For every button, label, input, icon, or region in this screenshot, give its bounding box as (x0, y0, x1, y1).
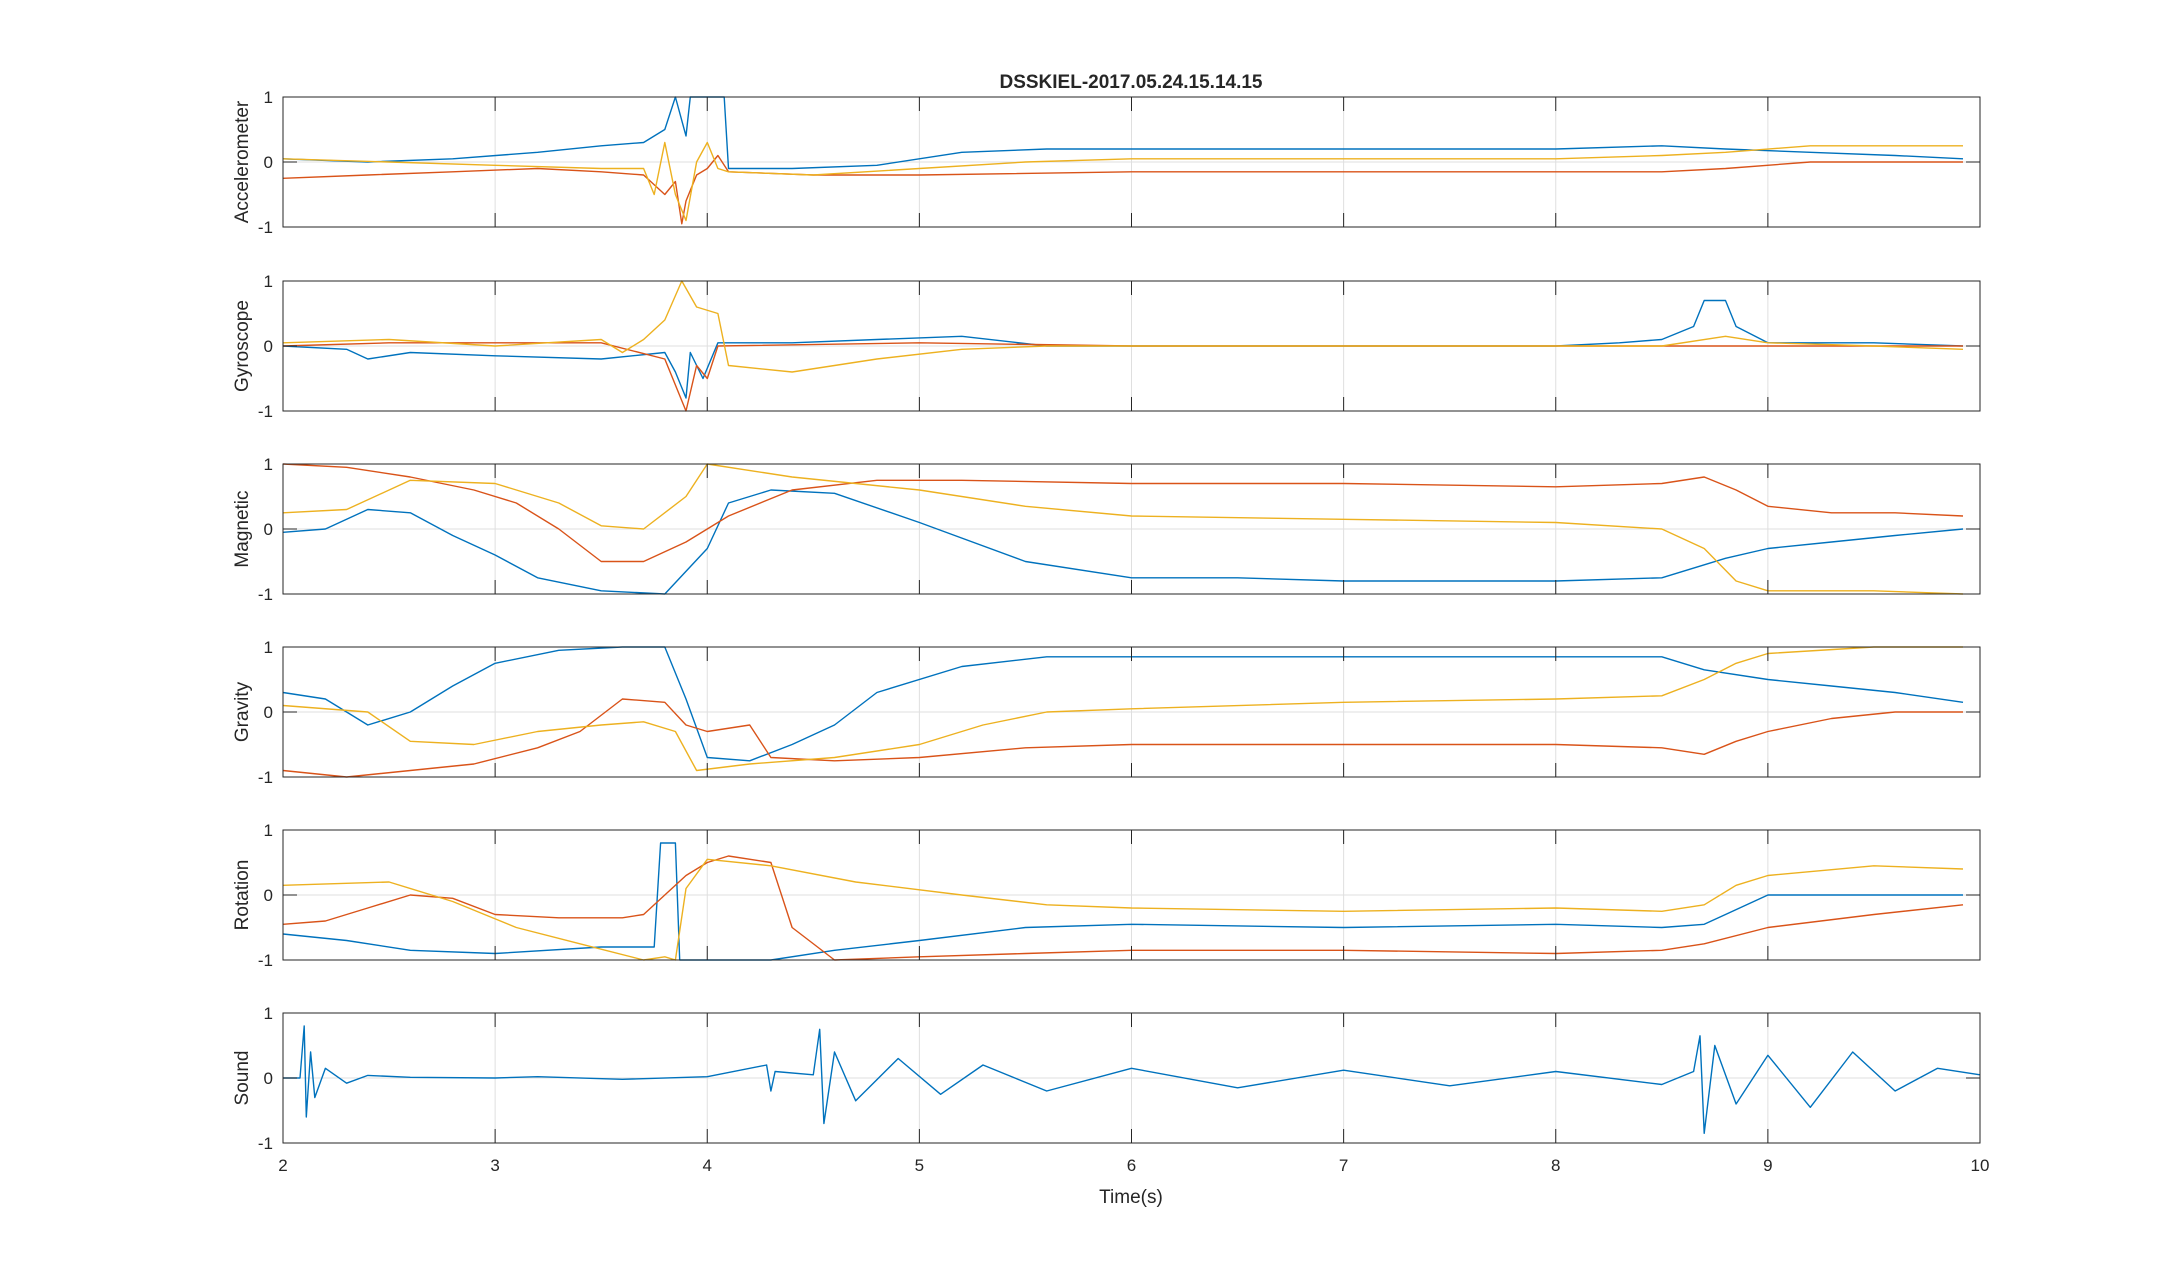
series-line-3 (282, 463, 1964, 595)
y-tick-label: 1 (264, 1004, 273, 1023)
x-tick-label: 10 (1971, 1156, 1990, 1175)
y-tick-label: 0 (264, 1069, 273, 1088)
y-tick-label: -1 (258, 768, 273, 787)
y-axis-label: Magnetic (232, 490, 253, 567)
y-tick-label: 1 (264, 88, 273, 107)
y-axis-label: Sound (232, 1051, 253, 1106)
y-tick-label: 1 (264, 272, 273, 291)
x-axis-label: Time(s) (1099, 1187, 1163, 1208)
y-tick-label: 0 (264, 520, 273, 539)
y-tick-label: -1 (258, 1134, 273, 1153)
x-tick-label: 8 (1551, 1156, 1560, 1175)
y-axis-label: Accelerometer (232, 100, 253, 223)
y-tick-label: 1 (264, 455, 273, 474)
series-line-1 (283, 1025, 1981, 1134)
y-tick-label: 0 (264, 886, 273, 905)
subplot-gravity: -1 0 1 Gravity (232, 638, 1981, 787)
y-tick-label: 0 (264, 337, 273, 356)
y-tick-label: 1 (264, 638, 273, 657)
x-tick-label: 6 (1127, 1156, 1136, 1175)
x-tick-label: 4 (703, 1156, 712, 1175)
series-line-2 (282, 855, 1964, 961)
y-tick-label: -1 (258, 402, 273, 421)
x-tick-label: 5 (915, 1156, 924, 1175)
series-line-1 (282, 489, 1964, 595)
y-axis-label: Rotation (232, 860, 253, 931)
series-line-2 (282, 342, 1963, 412)
x-tick-label: 2 (278, 1156, 287, 1175)
y-tick-label: -1 (258, 585, 273, 604)
y-axis-label: Gyroscope (232, 300, 253, 392)
subplot-sound: -1 0 1 Sound 2 3 4 5 6 7 8 9 10 (232, 1004, 1989, 1175)
series-line-2 (282, 463, 1964, 563)
y-tick-label: -1 (258, 218, 273, 237)
figure-title: DSSKIEL-2017.05.24.15.14.15 (999, 72, 1262, 93)
series-line-3 (282, 280, 1964, 373)
y-tick-label: 0 (264, 703, 273, 722)
x-tick-label: 9 (1763, 1156, 1772, 1175)
series-line-3 (282, 141, 1963, 222)
series-line-1 (282, 646, 1964, 762)
x-tick-label: 3 (490, 1156, 499, 1175)
y-tick-label: 1 (264, 821, 273, 840)
subplot-accelerometer: -1 0 1 Accelerometer (232, 88, 1981, 237)
series-line-2 (282, 154, 1963, 225)
y-axis-label: Gravity (232, 681, 253, 742)
subplot-rotation: -1 0 1 Rotation (232, 821, 1981, 970)
series-line-2 (282, 698, 1963, 778)
subplot-gyroscope: -1 0 1 Gyroscope (232, 272, 1981, 421)
series-line-3 (282, 646, 1963, 772)
x-tick-label: 7 (1339, 1156, 1348, 1175)
y-tick-label: -1 (258, 951, 273, 970)
series-line-1 (282, 96, 1964, 170)
subplot-magnetic: -1 0 1 Magnetic (232, 455, 1981, 604)
series-line-3 (282, 858, 1964, 961)
subplot-group: -1 0 1 Accelerometer -1 0 1 Gyroscope -1 0 1 Magnet… (232, 88, 1989, 1175)
series-line-1 (282, 842, 1963, 961)
y-tick-label: 0 (264, 153, 273, 172)
series-line-1 (282, 299, 1964, 399)
